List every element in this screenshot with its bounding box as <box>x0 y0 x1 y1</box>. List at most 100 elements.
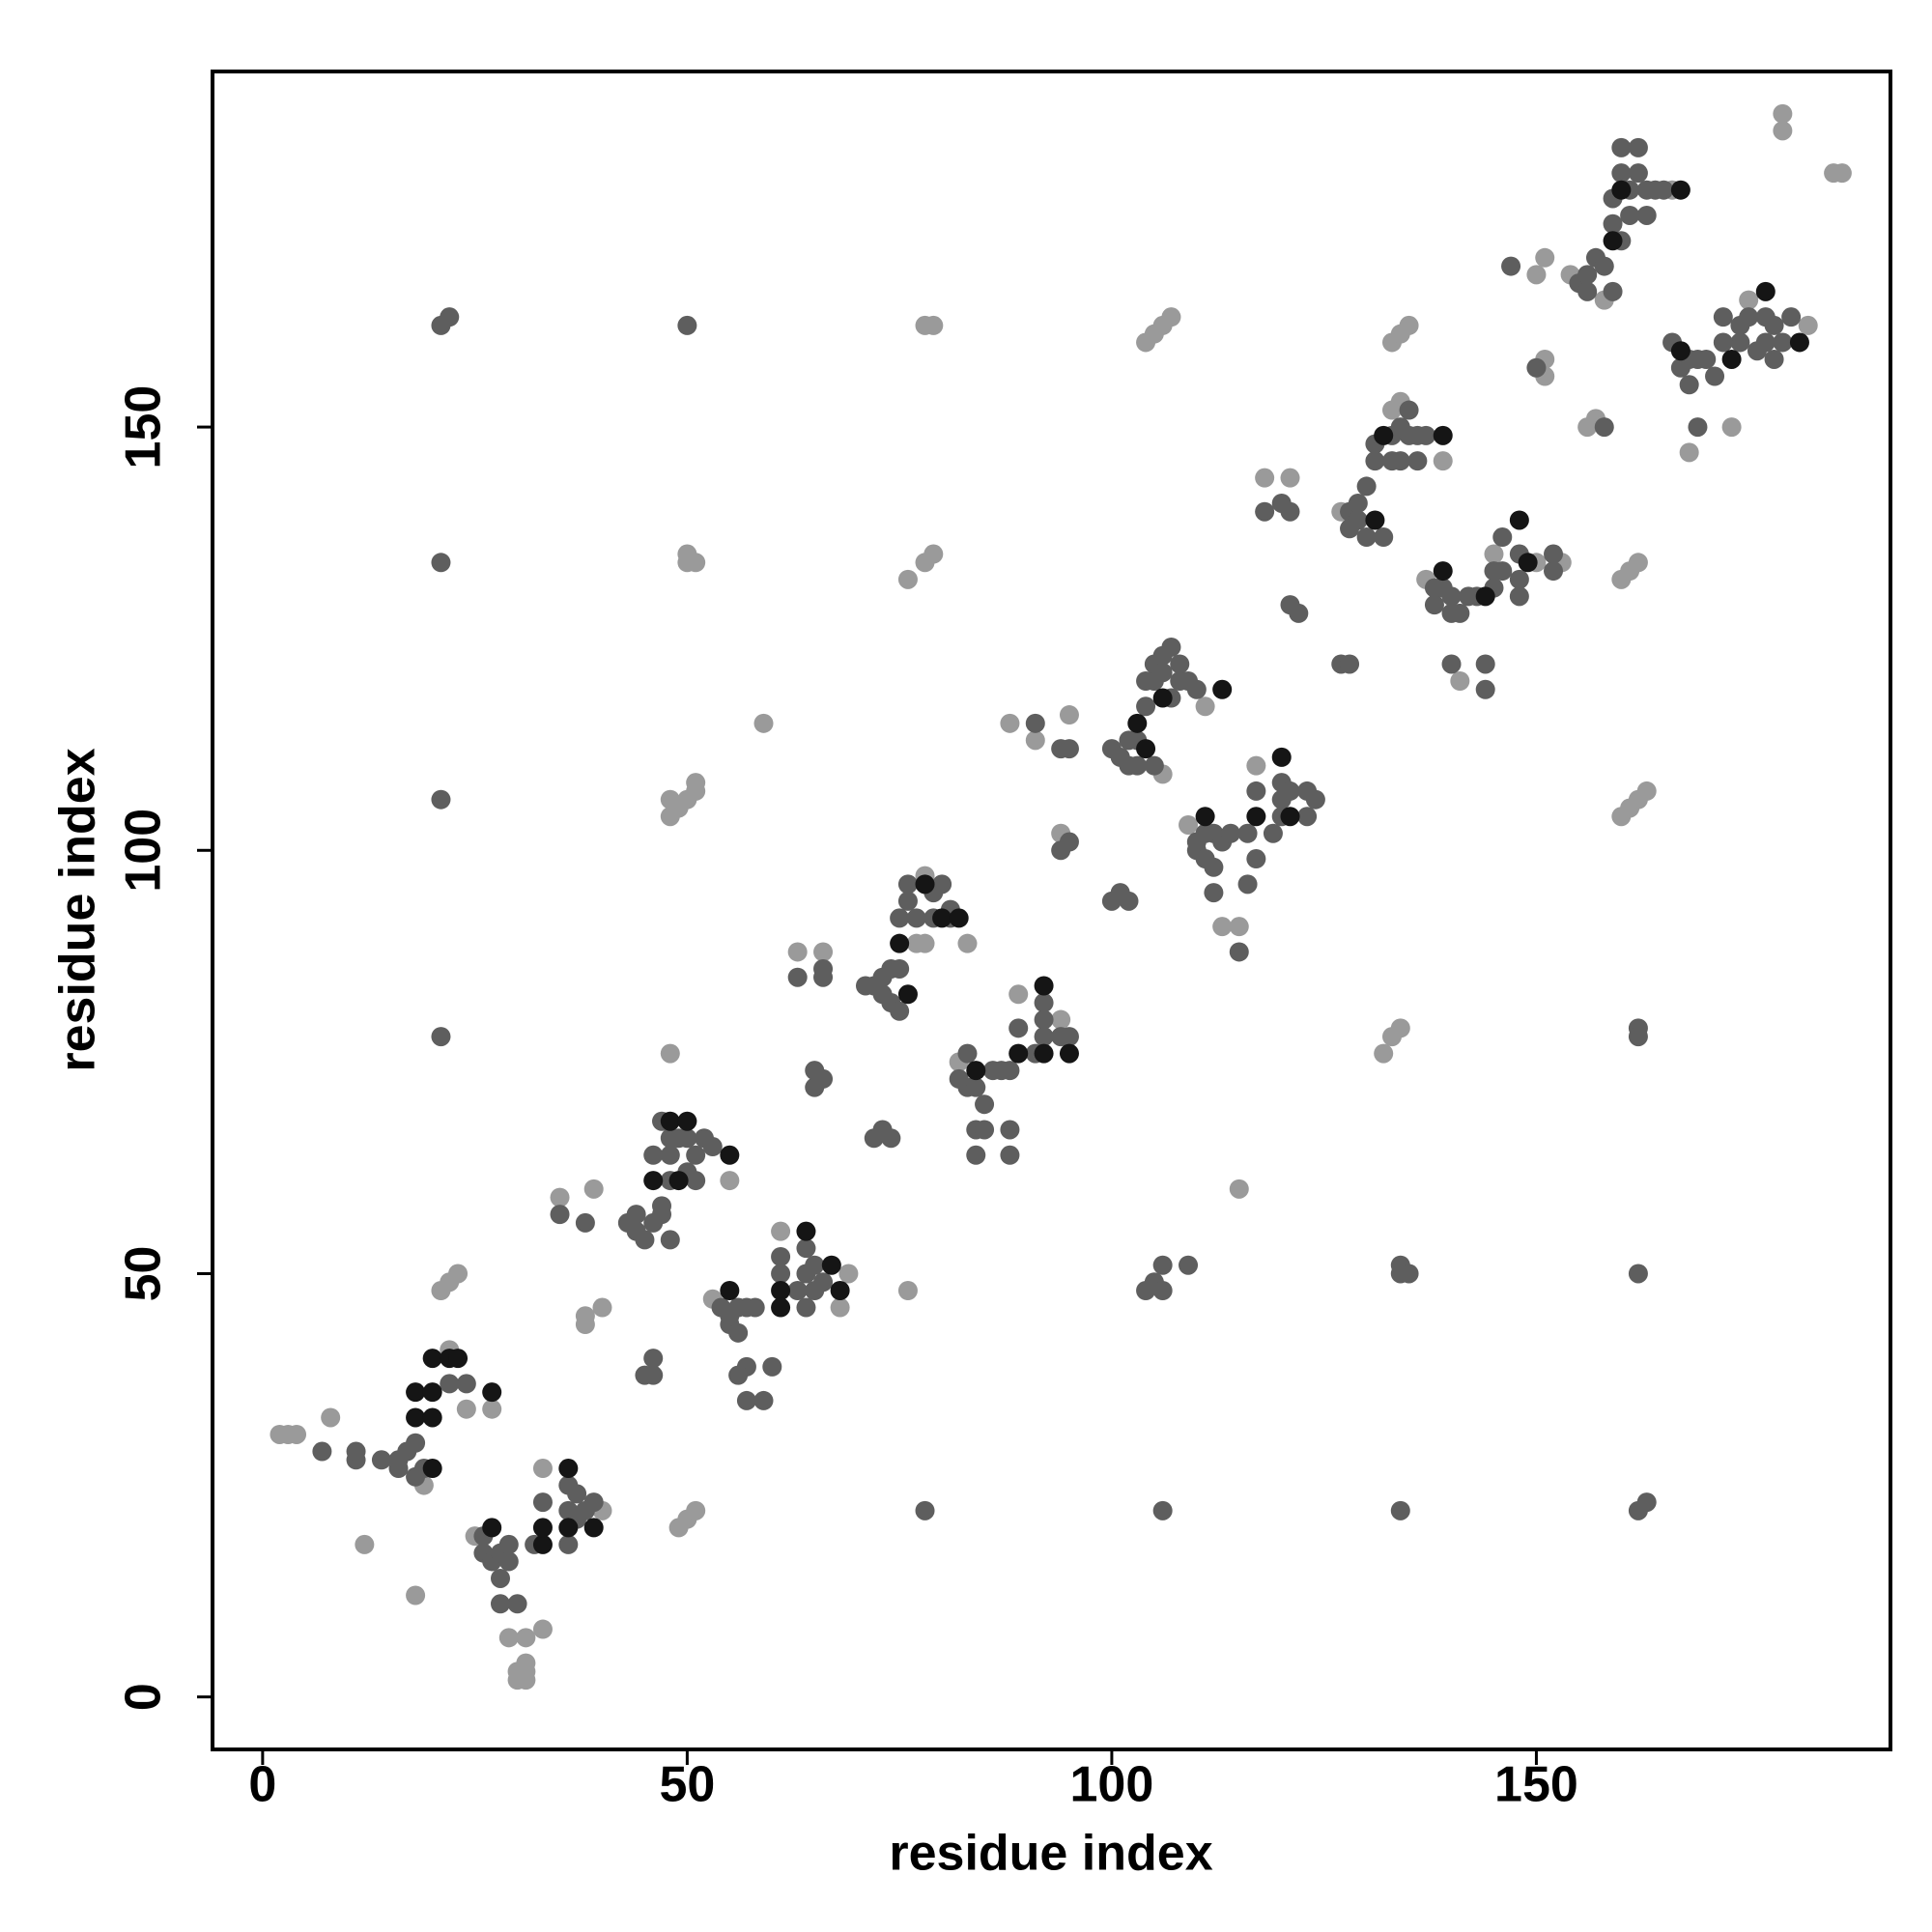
point <box>431 1027 451 1047</box>
point <box>1059 705 1079 725</box>
point <box>1475 586 1495 607</box>
point <box>720 1280 740 1300</box>
point <box>583 1179 604 1199</box>
point <box>1374 425 1394 445</box>
point <box>1628 553 1648 573</box>
point <box>1705 366 1725 386</box>
point <box>897 569 918 589</box>
point <box>1544 561 1564 582</box>
point <box>1297 807 1318 827</box>
point <box>813 958 834 979</box>
point <box>1000 1061 1020 1081</box>
point <box>567 1484 587 1504</box>
point <box>1255 468 1275 488</box>
point <box>312 1441 332 1462</box>
point <box>1628 163 1648 184</box>
point <box>897 874 918 895</box>
y-tick-label: 100 <box>116 809 172 893</box>
point <box>643 1365 664 1385</box>
point <box>686 1500 706 1520</box>
point <box>1271 493 1292 513</box>
point <box>1696 349 1717 369</box>
point <box>1620 205 1640 225</box>
point <box>532 1492 553 1513</box>
point <box>975 1120 995 1140</box>
point <box>1152 663 1173 683</box>
point <box>1670 180 1690 200</box>
point <box>422 1459 442 1479</box>
point <box>949 908 969 928</box>
point <box>736 1390 756 1410</box>
point <box>1127 713 1148 733</box>
point <box>1755 332 1776 353</box>
x-axis-label: residue index <box>889 1826 1212 1882</box>
point <box>1433 561 1453 582</box>
point <box>771 1246 791 1266</box>
point <box>660 789 680 810</box>
point <box>558 1459 579 1479</box>
point <box>915 1500 935 1520</box>
point <box>1365 451 1385 471</box>
point <box>890 908 910 928</box>
plot-frame <box>211 70 1892 1751</box>
point <box>507 1594 527 1614</box>
point <box>1628 1027 1648 1047</box>
point <box>482 1518 502 1538</box>
point <box>745 1297 765 1318</box>
point <box>805 1077 825 1097</box>
point <box>1179 814 1199 835</box>
point <box>406 1433 426 1453</box>
point <box>796 1297 816 1318</box>
point <box>890 1001 910 1021</box>
point <box>1136 739 1156 759</box>
point <box>1594 256 1614 276</box>
x-tick-label: 50 <box>659 1757 715 1813</box>
point <box>1628 137 1648 157</box>
y-axis-label: residue index <box>50 748 106 1071</box>
point <box>1773 332 1793 353</box>
point <box>932 874 952 895</box>
point <box>371 1450 391 1470</box>
point <box>558 1518 579 1538</box>
point <box>406 1585 426 1605</box>
point <box>422 1382 442 1403</box>
point <box>1195 807 1215 827</box>
point <box>1577 281 1598 301</box>
point <box>771 1297 791 1318</box>
point <box>1798 315 1818 335</box>
point <box>796 1238 816 1259</box>
point <box>1399 315 1419 335</box>
point <box>550 1187 570 1208</box>
point <box>406 1382 426 1403</box>
point <box>1348 510 1368 530</box>
point <box>1195 696 1215 717</box>
point <box>1263 823 1283 843</box>
point <box>532 1459 553 1479</box>
point <box>753 1390 774 1410</box>
point <box>897 1280 918 1300</box>
point <box>1603 213 1623 234</box>
point <box>1789 332 1809 353</box>
point <box>355 1534 375 1554</box>
point <box>516 1628 536 1648</box>
point <box>1374 527 1394 548</box>
point <box>957 933 978 953</box>
point <box>1034 976 1054 996</box>
point <box>431 789 451 810</box>
point <box>643 1349 664 1369</box>
point <box>1246 807 1266 827</box>
point <box>1136 696 1156 717</box>
point <box>1739 290 1759 310</box>
point <box>1246 849 1266 869</box>
point <box>1161 307 1181 327</box>
point <box>1636 1492 1657 1513</box>
point <box>1755 281 1776 301</box>
point <box>1611 180 1632 200</box>
point <box>1441 586 1462 607</box>
point <box>1399 400 1419 420</box>
point <box>1773 121 1793 141</box>
point <box>660 1145 680 1165</box>
point <box>787 1280 808 1300</box>
point <box>1289 603 1309 623</box>
